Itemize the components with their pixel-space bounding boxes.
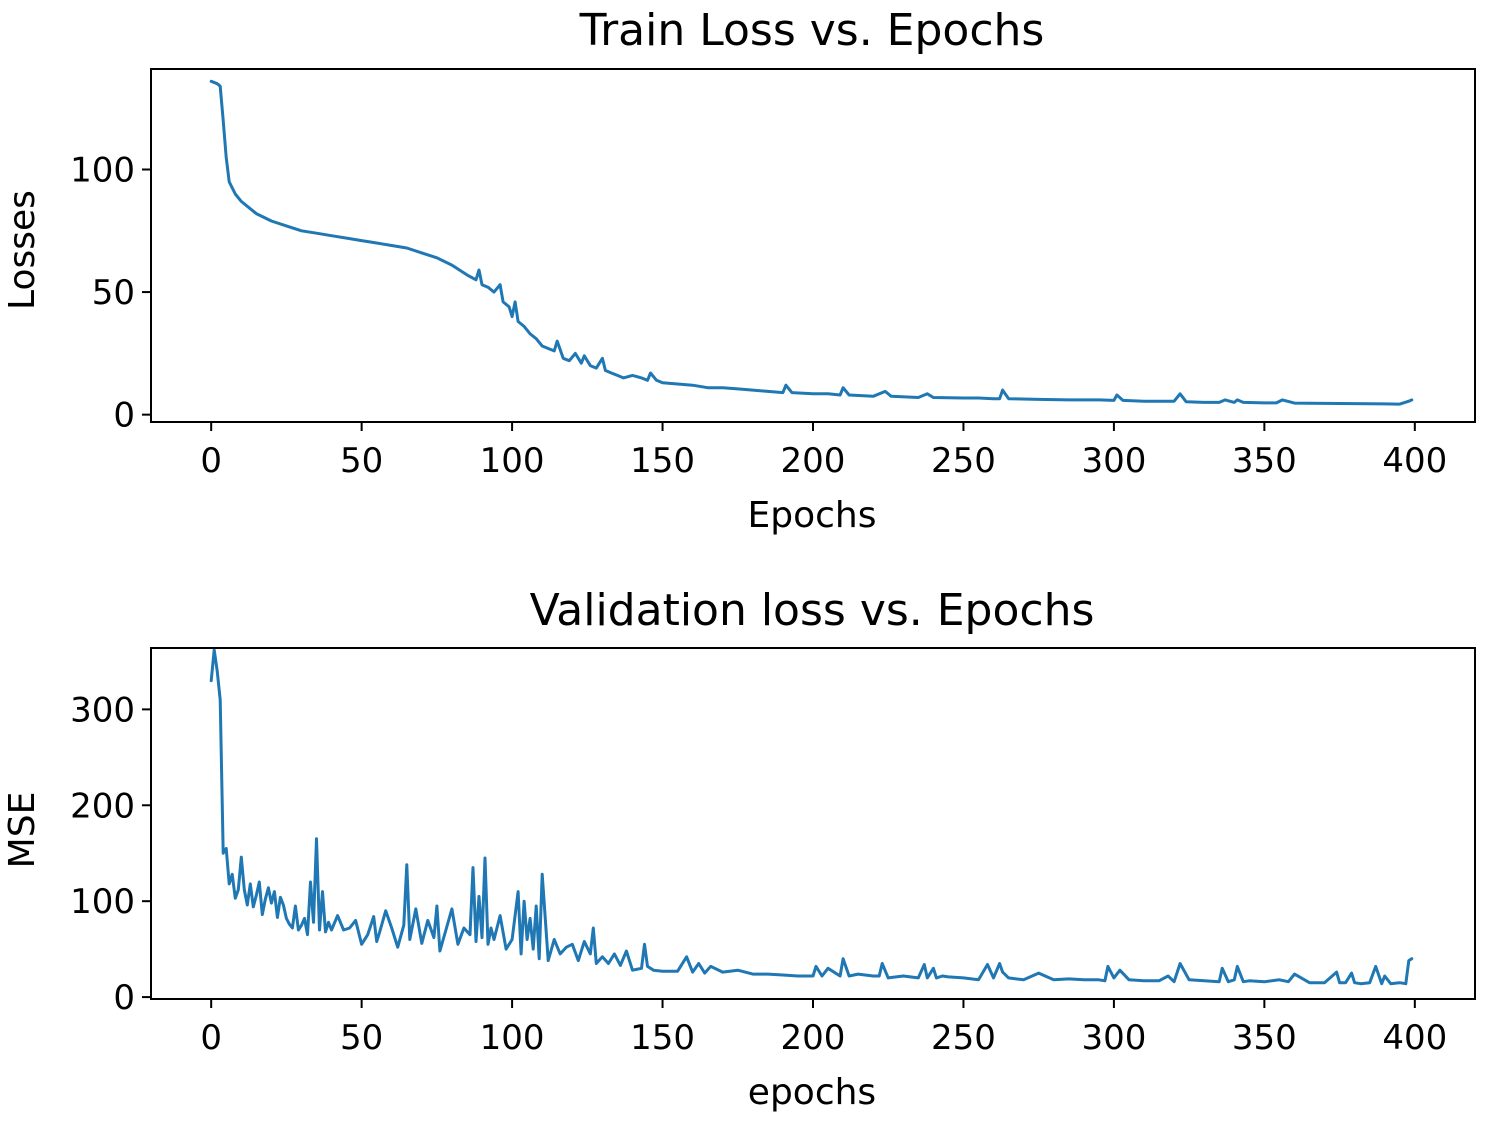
x-tick-label: 150 <box>630 441 695 481</box>
x-tick-label: 0 <box>200 1018 222 1058</box>
x-tick-label: 350 <box>1232 441 1297 481</box>
y-axis-label: Losses <box>2 190 43 310</box>
x-tick-label: 150 <box>630 1018 695 1058</box>
series-line-train <box>209 79 1414 406</box>
axis-ticks: 0 50 100 150 200 250 300 350 400 0 50 100 <box>70 151 1447 481</box>
x-tick-label: 400 <box>1382 441 1447 481</box>
plot-series <box>209 79 1414 406</box>
x-tick-label: 100 <box>480 1018 545 1058</box>
x-tick-label: 250 <box>931 441 996 481</box>
x-tick-label: 350 <box>1232 1018 1297 1058</box>
y-tick-label: 300 <box>70 690 135 730</box>
y-tick-label: 200 <box>70 786 135 826</box>
y-tick-label: 100 <box>70 882 135 922</box>
chart-title: Train Loss vs. Epochs <box>579 5 1045 56</box>
axis-ticks: 0 50 100 150 200 250 300 350 400 0 100 200 300 <box>70 690 1447 1058</box>
x-tick-label: 200 <box>781 441 846 481</box>
x-tick-label: 50 <box>340 441 383 481</box>
plot-frame <box>150 68 1476 423</box>
x-axis-label: epochs <box>748 1072 876 1113</box>
x-tick-label: 300 <box>1081 1018 1146 1058</box>
validation-loss-chart: Validation loss vs. Epochs epochs MSE 0 5… <box>2 585 1476 1113</box>
x-axis-label: Epochs <box>748 495 877 536</box>
chart-title: Validation loss vs. Epochs <box>530 585 1095 636</box>
y-tick-label: 0 <box>113 978 135 1018</box>
x-tick-label: 200 <box>781 1018 846 1058</box>
plot-series <box>209 648 1414 986</box>
x-tick-label: 50 <box>340 1018 383 1058</box>
x-tick-label: 0 <box>200 441 222 481</box>
y-tick-label: 100 <box>70 151 135 191</box>
x-tick-label: 250 <box>931 1018 996 1058</box>
plot-frame <box>150 647 1476 1000</box>
x-tick-label: 400 <box>1382 1018 1447 1058</box>
y-tick-label: 50 <box>92 273 135 313</box>
x-tick-label: 100 <box>480 441 545 481</box>
train-loss-chart: Train Loss vs. Epochs Epochs Losses 0 50 1… <box>2 5 1476 536</box>
series-line-validation <box>209 648 1414 986</box>
y-tick-label: 0 <box>113 396 135 436</box>
y-axis-label: MSE <box>2 792 43 869</box>
x-tick-label: 300 <box>1081 441 1146 481</box>
